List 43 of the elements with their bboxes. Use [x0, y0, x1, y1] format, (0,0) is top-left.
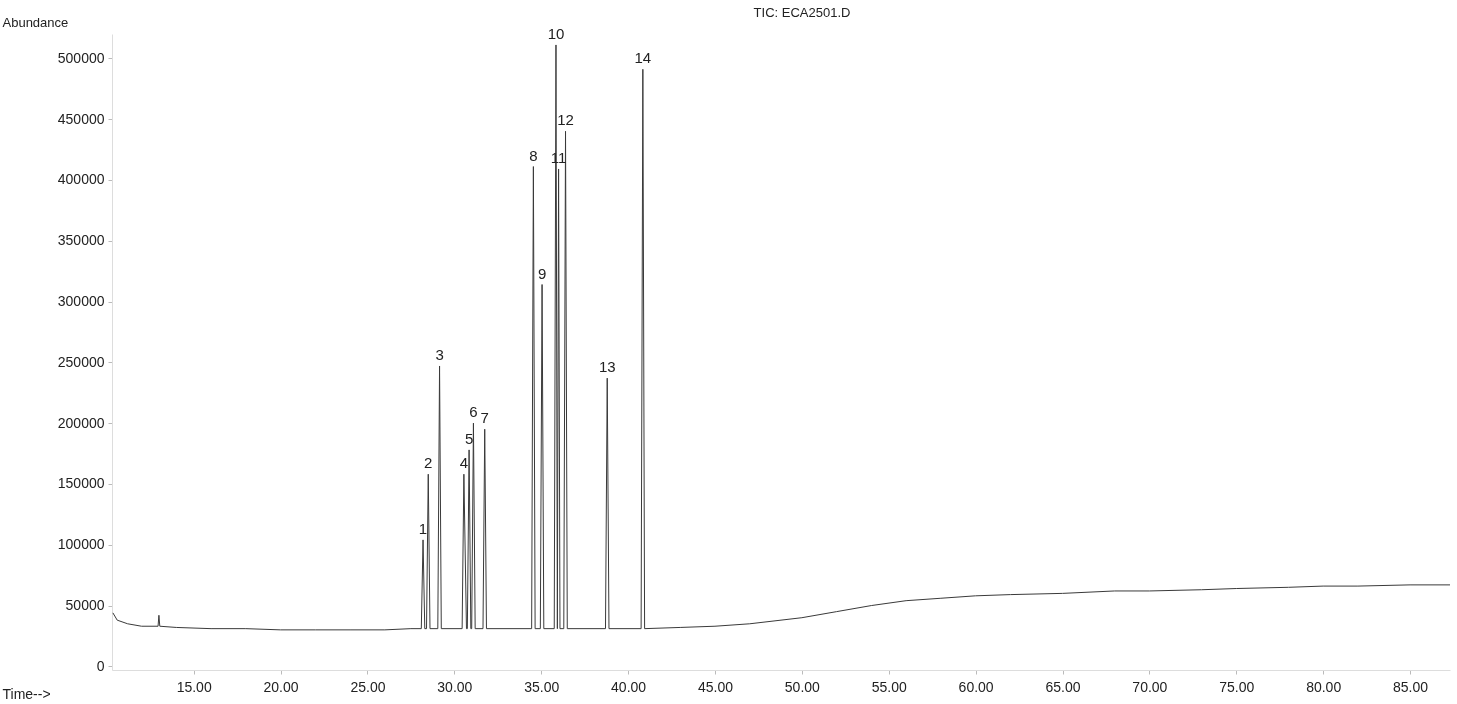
x-tick-label: 85.00 [1393, 678, 1429, 695]
y-tick-label: 300000 [57, 293, 105, 310]
annotation: 12 [557, 111, 574, 129]
annotation: 14 [634, 49, 652, 67]
annotation: 6 [469, 403, 478, 421]
y-tick-label: 250000 [57, 353, 105, 370]
y-tick-label: 150000 [57, 475, 105, 492]
x-tick-label: 55.00 [871, 678, 907, 695]
x-tick-label: 20.00 [263, 678, 299, 695]
annotation: 8 [529, 146, 538, 164]
x-axis-title: Time--> [2, 685, 51, 702]
x-tick-label: 80.00 [1306, 678, 1342, 695]
annotation: 1 [418, 519, 428, 537]
x-tick-label: 65.00 [1045, 678, 1081, 695]
annotation: 13 [598, 358, 616, 376]
chart-title: TIC: ECA2501.D [753, 5, 851, 20]
annotation: 9 [537, 264, 547, 282]
annotation: 10 [547, 24, 565, 42]
x-tick-label: 40.00 [611, 678, 647, 695]
y-tick-label: 400000 [57, 171, 105, 188]
x-tick-label: 35.00 [524, 678, 560, 695]
annotation: 4 [459, 454, 469, 472]
y-tick-label: 200000 [57, 414, 105, 431]
y-tick-label: 450000 [57, 110, 105, 127]
y-tick-label: 500000 [57, 49, 105, 66]
x-tick-label: 45.00 [697, 678, 734, 695]
y-tick-label: 100000 [57, 536, 105, 553]
annotation: 3 [435, 345, 444, 363]
annotation: 7 [480, 409, 489, 427]
y-tick-label: 50000 [65, 597, 105, 614]
y-axis-title: Abundance [2, 14, 69, 30]
x-tick-label: 75.00 [1219, 678, 1255, 695]
x-tick-label: 25.00 [350, 678, 386, 695]
x-tick-label: 50.00 [784, 678, 821, 695]
line-series [112, 44, 1451, 631]
annotation: 5 [464, 429, 474, 447]
x-tick-label: 15.00 [176, 678, 212, 695]
x-tick-label: 30.00 [437, 678, 473, 695]
x-tick-label: 60.00 [958, 678, 994, 695]
y-tick-label: 350000 [57, 232, 105, 249]
annotation: 2 [424, 454, 433, 472]
y-tick-label: 0 [96, 657, 105, 674]
x-tick-label: 70.00 [1132, 678, 1168, 695]
